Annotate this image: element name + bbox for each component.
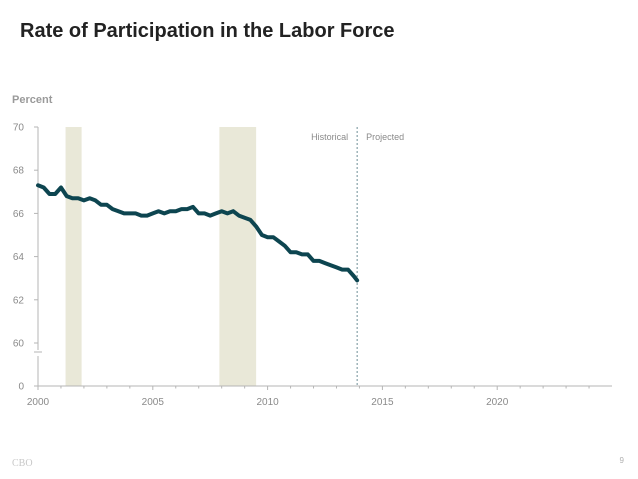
footer-logo-text: CBO (12, 458, 33, 469)
x-tick-label-2005: 2005 (142, 397, 165, 408)
y-tick-label-64: 64 (13, 252, 25, 263)
y-tick-label-70: 70 (13, 123, 25, 134)
slide-title: Rate of Participation in the Labor Force (20, 20, 395, 42)
historical-label: Historical (311, 132, 348, 142)
y-tick-label-0: 0 (18, 382, 24, 393)
historical-projected-divider: Historical Projected (311, 127, 404, 386)
projected-label: Projected (366, 132, 404, 142)
recession-band-1 (65, 127, 82, 386)
x-tick-label-2000: 2000 (27, 397, 50, 408)
recession-bands (65, 127, 257, 386)
chart-axes: 0 60 62 64 66 68 70 2000 2005 2010 2015 2020 (13, 123, 612, 408)
x-tick-label-2015: 2015 (371, 397, 394, 408)
participation-series (36, 183, 360, 283)
recession-band-2 (219, 127, 257, 386)
y-axis-unit-label: Percent (12, 94, 53, 106)
y-tick-label-68: 68 (13, 166, 25, 177)
y-tick-label-66: 66 (13, 209, 25, 220)
x-tick-label-2020: 2020 (486, 397, 509, 408)
x-tick-label-2010: 2010 (256, 397, 279, 408)
y-tick-label-60: 60 (13, 339, 25, 350)
page-number: 9 (619, 456, 624, 465)
y-tick-label-62: 62 (13, 295, 25, 306)
series-line-1 (36, 183, 360, 283)
